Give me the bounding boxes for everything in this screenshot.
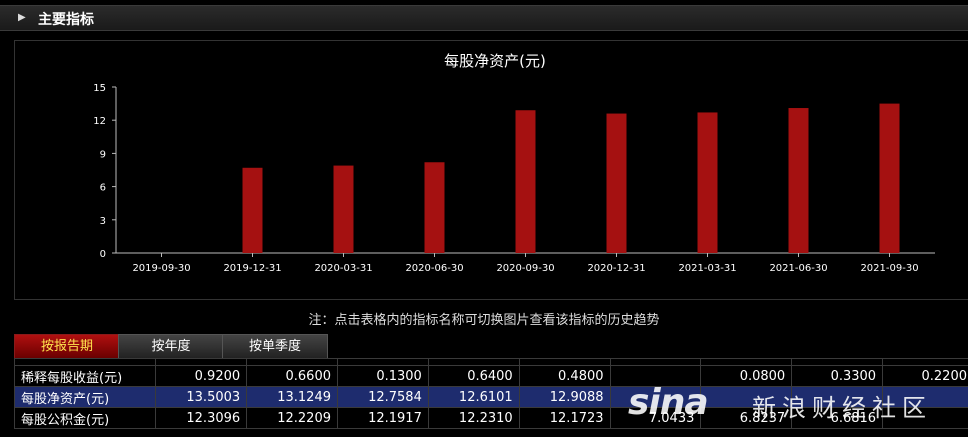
y-tick-label: 15 [93, 83, 106, 94]
cell: 12.6101 [427, 386, 520, 408]
table-row: 稀释每股收益(元) 0.9200 0.6600 0.1300 0.6400 0.… [14, 365, 968, 387]
section-header[interactable]: ▶ 主要指标 [0, 5, 968, 31]
bar [788, 108, 809, 253]
bar [606, 113, 627, 253]
cell: 12.1723 [518, 407, 611, 429]
y-tick-label: 9 [100, 149, 106, 160]
bar [424, 162, 445, 253]
indicator-name-link[interactable]: 每股公积金(元) [14, 407, 157, 429]
cell: 0.6400 [427, 365, 520, 387]
bar [242, 167, 263, 253]
cell: 0.9200 [155, 365, 248, 387]
cell [882, 386, 968, 408]
table-row-selected: 每股净资产(元) 13.5003 13.1249 12.7584 12.6101… [14, 386, 968, 408]
tab-by-report-period[interactable]: 按报告期 [14, 334, 120, 359]
cell: 12.2310 [427, 407, 520, 429]
indicator-name-link[interactable]: 稀释每股收益(元) [14, 365, 157, 387]
cell [337, 358, 429, 366]
bar-chart: 每股净资产(元) 0 3 6 9 12 15 2019-09-30 2019-12-31 2020… [93, 52, 935, 274]
x-tick-label: 2021-09-30 [860, 263, 918, 274]
cell: 12.7584 [337, 386, 429, 408]
sina-logo: sina [628, 382, 709, 423]
cell: 12.3096 [155, 407, 248, 429]
chart-panel: 每股净资产(元) 0 3 6 9 12 15 2019-09-30 2019-12-31 2020… [14, 40, 968, 300]
cell: 0.4800 [518, 365, 611, 387]
y-tick-label: 12 [93, 116, 106, 127]
cell: 12.2209 [246, 407, 338, 429]
bar [879, 103, 900, 253]
cell [609, 386, 702, 408]
cell: 13.5003 [155, 386, 248, 408]
cell [609, 358, 702, 366]
tab-by-year[interactable]: 按年度 [118, 334, 224, 359]
y-tick-label: 6 [100, 183, 106, 194]
cell: 13.1249 [246, 386, 338, 408]
cell [700, 358, 793, 366]
x-tick-label: 2020-09-30 [496, 263, 554, 274]
cell: 0.1300 [337, 365, 429, 387]
chart-note: 注：点击表格内的指标名称可切换图片查看该指标的历史趋势 [308, 313, 660, 328]
cell [427, 358, 520, 366]
indicator-name-link[interactable]: 每股净资产(元) [14, 386, 157, 408]
cell: 12.9088 [518, 386, 611, 408]
cell: 12.1917 [337, 407, 429, 429]
x-tick-label: 2019-12-31 [223, 263, 281, 274]
chart-title: 每股净资产(元) [444, 52, 546, 70]
cell [518, 358, 611, 366]
cell [155, 358, 248, 366]
cell [882, 358, 968, 366]
expand-triangle-icon[interactable]: ▶ [18, 12, 26, 23]
bar [697, 112, 718, 253]
cell [791, 358, 884, 366]
bar [515, 110, 536, 254]
sina-watermark: sina 新浪财经社区 [628, 382, 958, 423]
x-tick-label: 2021-06-30 [769, 263, 827, 274]
cell [246, 358, 338, 366]
x-tick-label: 2020-06-30 [405, 263, 463, 274]
table-row [14, 358, 968, 366]
cell: 0.6600 [246, 365, 338, 387]
y-tick-label: 0 [100, 249, 106, 260]
watermark-text: 新浪财经社区 [752, 394, 932, 422]
indicator-name [14, 358, 157, 366]
x-tick-label: 2020-03-31 [314, 263, 372, 274]
cell [882, 407, 968, 429]
indicator-table: 稀释每股收益(元) 0.9200 0.6600 0.1300 0.6400 0.… [14, 358, 968, 437]
cell: 7.0433 [609, 407, 702, 429]
table-row: 每股公积金(元) 12.3096 12.2209 12.1917 12.2310… [14, 407, 968, 429]
x-tick-label: 2019-09-30 [132, 263, 190, 274]
tab-by-quarter[interactable]: 按单季度 [222, 334, 328, 359]
x-tick-label: 2020-12-31 [587, 263, 645, 274]
section-title: 主要指标 [38, 12, 94, 28]
x-tick-label: 2021-03-31 [678, 263, 736, 274]
y-tick-label: 3 [100, 216, 106, 227]
bar [333, 165, 354, 253]
